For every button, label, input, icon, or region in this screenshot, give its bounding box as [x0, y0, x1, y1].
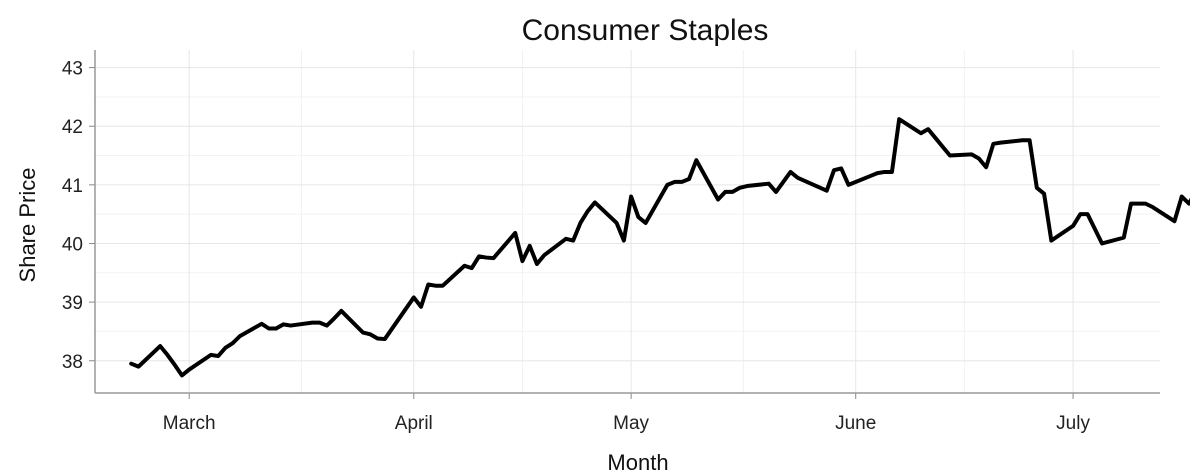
chart-title: Consumer Staples: [522, 14, 769, 47]
x-tick-label: June: [835, 413, 876, 434]
y-tick-label: 43: [62, 59, 83, 80]
x-tick-label: July: [1056, 413, 1090, 434]
y-tick-label: 40: [62, 234, 83, 255]
x-tick-label: March: [163, 413, 216, 434]
y-tick-label: 41: [62, 176, 83, 197]
x-tick-label: April: [395, 413, 433, 434]
x-tick-label: May: [613, 413, 649, 434]
x-axis-label: Month: [607, 450, 668, 475]
y-axis-label: Share Price: [15, 168, 40, 283]
y-tick-label: 42: [62, 117, 83, 138]
y-tick-label: 38: [62, 352, 83, 373]
price-line: [129, 117, 1190, 378]
plot-area: 38 39 40 41 42 43 March April May June July: [62, 50, 1190, 434]
y-tick-label: 39: [62, 293, 83, 314]
